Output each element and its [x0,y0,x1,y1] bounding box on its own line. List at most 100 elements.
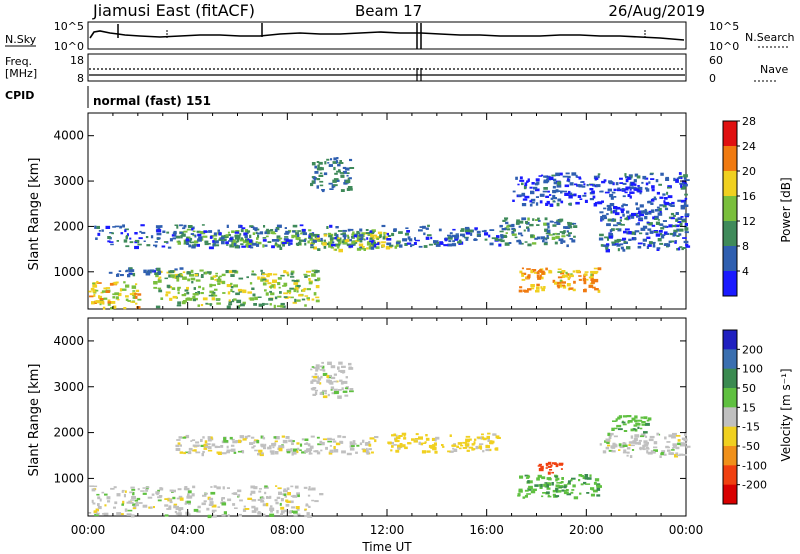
echo-cell [177,301,181,305]
echo-cell [211,443,216,447]
echo-cell [675,218,679,222]
echo-cell [520,234,524,237]
echo-cell [618,443,622,447]
echo-cell [447,234,451,237]
echo-cell [317,248,321,251]
echo-cell [495,435,500,439]
echo-cell [562,175,568,178]
echo-cell [680,442,684,445]
echo-cell [568,225,573,229]
echo-cell [277,282,281,286]
echo-cell [451,243,457,247]
echo-cell [651,185,655,189]
echo-cell [561,235,565,238]
echo-cell [218,238,224,241]
echo-cell [584,477,588,480]
echo-cell [542,190,548,193]
echo-cell [561,489,565,492]
echo-cell [129,491,133,494]
echo-cell [591,281,595,284]
echo-cell [200,304,204,307]
echo-cell [335,234,339,238]
echo-cell [505,221,509,225]
echo-cell [518,225,521,228]
echo-cell [346,174,349,177]
echo-cell [487,432,491,435]
echo-cell [290,440,295,443]
echo-cell [176,304,182,307]
echo-cell [655,179,659,183]
echo-cell [293,288,297,293]
echo-cell [327,162,330,164]
echo-cell [201,453,204,457]
echo-cell [286,487,290,490]
echo-cell [356,444,360,447]
echo-cell [653,218,658,220]
colorbar-segment [723,446,737,466]
echo-cell [557,198,562,202]
echo-cell [270,451,275,455]
echo-cell [321,167,324,171]
echo-cell [264,303,269,305]
echo-cell [546,482,552,486]
echo-cell [349,188,353,191]
echo-cell [559,481,563,484]
echo-cell [92,289,97,293]
echo-cell [143,240,146,242]
echo-cell [552,279,556,283]
echo-cell [226,284,232,288]
colorbar-frame [722,120,738,297]
echo-cell [371,231,375,234]
echo-cell [415,433,419,436]
echo-cell [171,287,176,290]
echo-cell [479,446,483,450]
echo-cell [131,496,136,500]
echo-cell [435,240,439,244]
echo-cell [655,221,660,225]
echo-cell [228,303,233,306]
power-ylabel: Slant Range [km] [27,158,42,271]
echo-cell [221,497,225,500]
echo-cell [263,486,269,489]
freq-label-line2: [MHz] [5,67,37,80]
echo-cell [164,514,169,517]
echo-cell [545,484,549,487]
echo-cell [158,289,163,293]
echo-cell [674,240,677,242]
echo-cell [625,176,628,179]
echo-cell [157,277,160,281]
echo-cell [102,513,105,515]
echo-cell [527,274,531,277]
echo-cell [632,440,637,443]
echo-cell [273,285,276,289]
echo-cell [186,228,192,231]
echo-cell [307,488,313,491]
echo-cell [338,361,343,365]
echo-cell [220,445,224,448]
echo-cell [186,292,190,295]
echo-cell [575,201,580,205]
echo-cell [639,232,643,235]
echo-cell [241,227,246,230]
echo-cell [611,242,616,246]
echo-cell [371,451,374,454]
echo-cell [139,230,142,233]
echo-cell [647,451,653,455]
echo-cell [475,445,479,450]
echo-cell [129,237,132,240]
echo-cell [235,440,240,443]
echo-cell [677,247,681,251]
echo-cell [283,493,287,496]
echo-cell [119,288,123,292]
echo-cell [207,514,212,519]
echo-cell [625,178,629,183]
echo-cell [670,217,675,220]
echo-cell [464,443,469,447]
echo-cell [666,191,669,195]
freq-panel: Freq. [MHz] 18 8 60 0 Nave [5,53,788,85]
echo-cell [545,195,550,198]
echo-cell [247,435,251,438]
echo-cell [600,244,604,247]
echo-cell [267,273,273,276]
